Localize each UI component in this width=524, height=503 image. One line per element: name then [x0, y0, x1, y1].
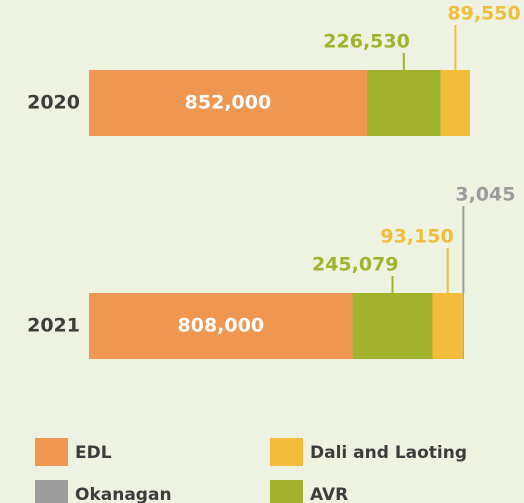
bar-segment [432, 293, 463, 359]
row-label: 2021 [27, 315, 80, 337]
bar-segment [89, 70, 367, 136]
legend-label: EDL [75, 443, 112, 463]
legend-swatch [35, 438, 68, 466]
bar-segment [366, 70, 441, 136]
row-label: 2020 [27, 92, 80, 114]
bar-segment [440, 70, 470, 136]
legend-swatch [35, 480, 68, 503]
legend-label: Okanagan [75, 485, 172, 503]
legend-swatch [270, 438, 303, 466]
bar-segment [462, 293, 464, 359]
value-label: 89,550 [447, 3, 520, 25]
bar-segment [89, 293, 353, 359]
value-label: 852,000 [185, 92, 272, 114]
legend-label: AVR [310, 485, 348, 503]
bar-segment [352, 293, 433, 359]
value-label: 245,079 [312, 254, 399, 276]
value-label: 226,530 [323, 31, 410, 53]
legend-label: Dali and Laoting [310, 443, 467, 463]
legend-swatch [270, 480, 303, 503]
value-label: 3,045 [455, 184, 515, 206]
value-label: 93,150 [380, 226, 453, 248]
value-label: 808,000 [178, 315, 265, 337]
